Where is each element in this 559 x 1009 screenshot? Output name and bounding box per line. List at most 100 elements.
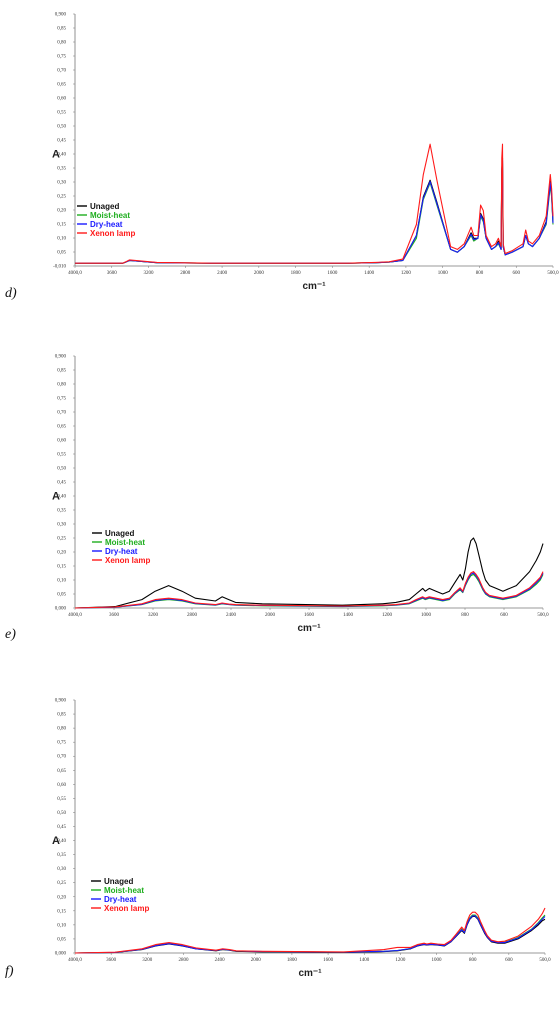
panel-label: f)	[5, 964, 14, 979]
x-tick-label: 2800	[178, 958, 189, 963]
x-tick-label: 1800	[287, 958, 298, 963]
y-tick-label: 0,45	[57, 825, 66, 830]
y-tick-label: 0,50	[57, 125, 66, 130]
y-tick-label: 0,80	[57, 41, 66, 46]
y-tick-label: 0,85	[57, 713, 66, 718]
x-tick-label: 2000	[265, 613, 276, 618]
y-tick-label: 0,55	[57, 453, 66, 458]
y-tick-label: 0,000	[55, 607, 67, 612]
x-tick-label: 1600	[327, 271, 338, 276]
x-tick-label: 800	[476, 271, 484, 276]
y-tick-label: 0,60	[57, 97, 66, 102]
y-tick-label: 0,65	[57, 425, 66, 430]
y-tick-label: 0,75	[57, 741, 66, 746]
x-tick-label: 1400	[343, 613, 354, 618]
x-tick-label: 3600	[107, 271, 118, 276]
y-tick-label: 0,75	[57, 55, 66, 60]
x-tick-label: 1400	[359, 958, 370, 963]
y-axis-label: A	[52, 491, 60, 503]
y-axis-label: A	[52, 835, 60, 847]
y-tick-label: 0,75	[57, 397, 66, 402]
y-tick-label: 0,70	[57, 69, 66, 74]
y-tick-label: 0,10	[57, 923, 66, 928]
x-tick-label: 3600	[109, 613, 120, 618]
x-tick-label: 2400	[215, 958, 226, 963]
y-tick-label: 0,30	[57, 181, 66, 186]
x-tick-label: 2800	[187, 613, 198, 618]
x-tick-label: 2800	[180, 271, 191, 276]
chart-panel-e: 0,000 0,05 0,10 0,15 0,20 0,25 0,30 0,35 0,40 0,4…	[5, 355, 549, 643]
x-tick-label: 1400	[364, 271, 375, 276]
y-tick-label: 0,55	[57, 111, 66, 116]
y-tick-label: 0,15	[57, 223, 66, 228]
y-tick-label: 0,45	[57, 481, 66, 486]
y-tick-label: 0,60	[57, 783, 66, 788]
y-tick-label: 0,40	[57, 153, 66, 158]
x-tick-label: 600	[512, 271, 520, 276]
y-tick-label: 0,65	[57, 83, 66, 88]
series-line-unaged	[75, 157, 554, 264]
x-tick-label: 2400	[217, 271, 228, 276]
y-tick-label: 0,45	[57, 139, 66, 144]
legend-label: Xenon lamp	[90, 229, 135, 238]
x-axis-label: cm⁻¹	[302, 281, 326, 292]
y-tick-label: 0,35	[57, 853, 66, 858]
series-line-moist-heat	[75, 162, 554, 264]
series-line-xenon-lamp	[74, 907, 546, 954]
legend-label: Xenon lamp	[105, 556, 150, 565]
y-tick-label: 0,20	[57, 551, 66, 556]
y-tick-label: 0,05	[57, 251, 66, 256]
y-tick-label: 0,55	[57, 797, 66, 802]
y-tick-label: 0,20	[57, 209, 66, 214]
x-tick-label: 500,0	[547, 271, 559, 276]
x-tick-label: 4000,0	[68, 613, 82, 618]
y-tick-label: 0,15	[57, 565, 66, 570]
y-tick-label: 0,50	[57, 467, 66, 472]
y-tick-label: 0,05	[57, 593, 66, 598]
chart-panel-f: 0,000 0,05 0,10 0,15 0,20 0,25 0,30 0,35 0,40 0,4…	[5, 699, 551, 980]
y-tick-label: 0,40	[57, 839, 66, 844]
x-tick-label: 800	[469, 958, 477, 963]
y-tick-label: 0,80	[57, 727, 66, 732]
legend-label: Unaged	[104, 877, 133, 886]
y-axis-label: A	[52, 149, 60, 161]
x-tick-label: 3200	[142, 958, 153, 963]
y-tick-label: 0,80	[57, 383, 66, 388]
x-tick-label: 2000	[251, 958, 262, 963]
panel-label: d)	[5, 286, 17, 301]
legend-label: Moist-heat	[105, 538, 145, 547]
x-tick-label: 3600	[106, 958, 117, 963]
legend-label: Moist-heat	[104, 886, 144, 895]
x-tick-label: 3200	[148, 613, 159, 618]
y-tick-label: 0,35	[57, 509, 66, 514]
y-tick-label: 0,35	[57, 167, 66, 172]
x-tick-label: 2000	[254, 271, 265, 276]
y-tick-label: 0,10	[57, 579, 66, 584]
y-tick-label: -0,010	[53, 265, 66, 270]
x-tick-label: 4000,0	[68, 958, 82, 963]
y-tick-label: 0,50	[57, 811, 66, 816]
y-tick-label: 0,25	[57, 537, 66, 542]
y-tick-label: 0,900	[55, 355, 67, 360]
x-tick-label: 600	[505, 958, 513, 963]
series-line-xenon-lamp	[74, 571, 544, 609]
y-tick-label: 0,10	[57, 237, 66, 242]
chart-panel-d: -0,010 0,05 0,10 0,15 0,20 0,25 0,30 0,35 0,40 0,…	[5, 13, 559, 302]
y-tick-label: 0,05	[57, 937, 66, 942]
legend-label: Unaged	[105, 529, 134, 538]
x-tick-label: 500,0	[539, 958, 551, 963]
x-tick-label: 800	[461, 613, 469, 618]
legend-label: Moist-heat	[90, 211, 130, 220]
y-tick-label: 0,70	[57, 411, 66, 416]
y-tick-label: 0,40	[57, 495, 66, 500]
x-axis-label: cm⁻¹	[297, 623, 321, 634]
y-tick-label: 0,30	[57, 523, 66, 528]
x-tick-label: 1200	[395, 958, 406, 963]
x-tick-label: 1000	[421, 613, 432, 618]
x-tick-label: 500,0	[537, 613, 549, 618]
y-tick-label: 0,70	[57, 755, 66, 760]
legend-label: Unaged	[90, 202, 119, 211]
